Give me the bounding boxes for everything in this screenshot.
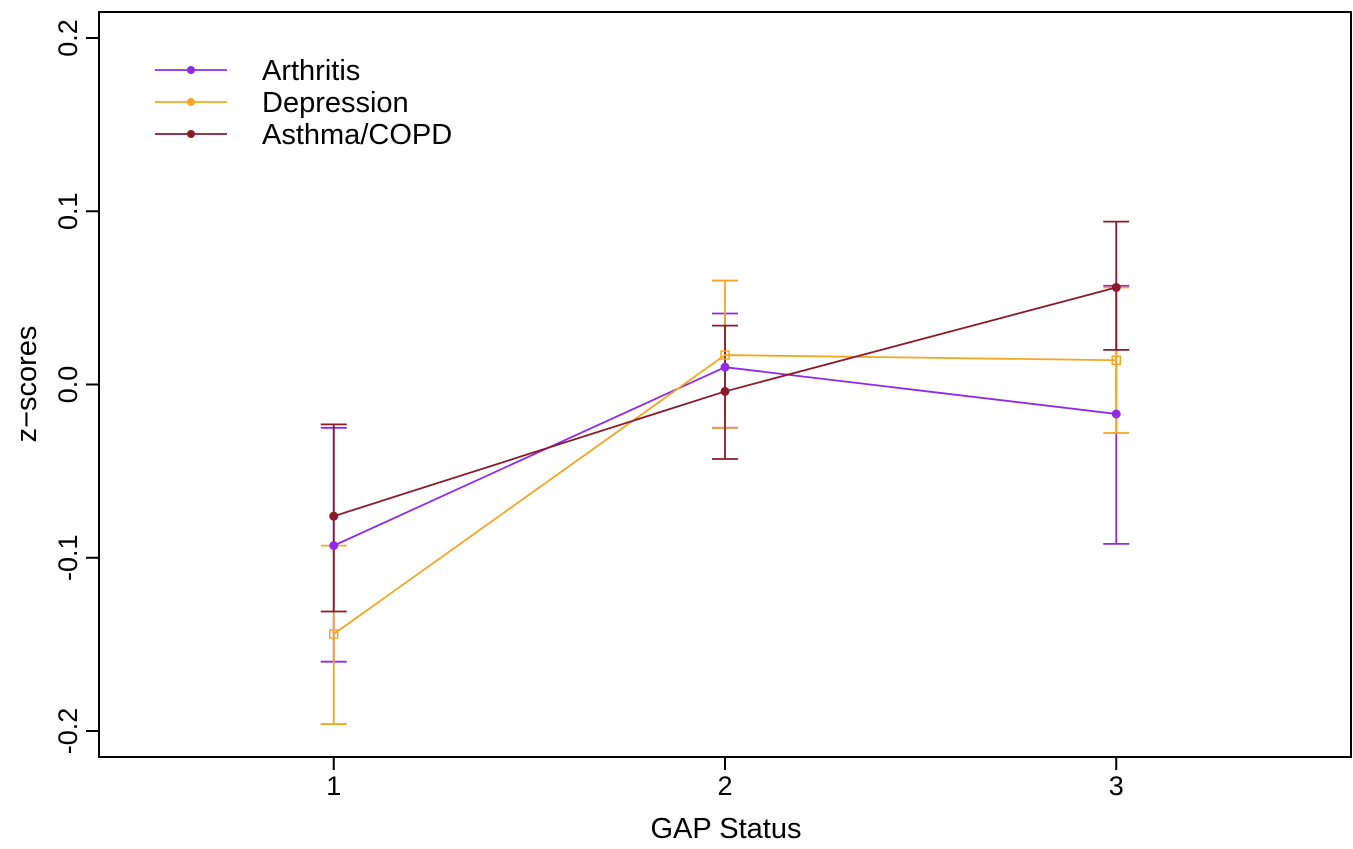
x-tick-label: 1 — [326, 771, 341, 801]
y-tick-label: 0.1 — [53, 192, 83, 230]
y-axis-title: z−scores — [11, 326, 43, 443]
legend-marker — [187, 66, 195, 74]
legend-label: Asthma/COPD — [262, 119, 452, 151]
data-point — [329, 511, 339, 521]
data-point — [329, 541, 339, 551]
legend-marker — [187, 130, 195, 138]
legend-label: Arthritis — [262, 55, 360, 87]
data-point — [1111, 409, 1121, 419]
data-point — [329, 629, 339, 639]
y-tick-label: -0.1 — [53, 534, 83, 581]
x-axis-title: GAP Status — [651, 813, 802, 844]
y-axis: -0.2 -0.1 0.0 0.1 0.2 — [53, 19, 99, 754]
data-point — [1111, 282, 1121, 292]
series-markers — [329, 282, 1121, 639]
y-tick-label: -0.2 — [53, 708, 83, 755]
x-axis: 1 2 3 — [326, 757, 1124, 801]
x-tick-label: 3 — [1109, 771, 1124, 801]
series-line — [333, 354, 1117, 635]
data-point — [720, 362, 730, 372]
error-bars — [320, 220, 1130, 725]
data-point — [720, 386, 730, 396]
y-tick-label: 0.0 — [53, 366, 83, 404]
y-tick-label: 0.2 — [53, 19, 83, 57]
legend-label: Depression — [262, 87, 409, 119]
data-point — [720, 350, 730, 360]
x-tick-label: 2 — [717, 771, 732, 801]
data-point — [1111, 355, 1121, 365]
legend-marker — [187, 98, 195, 106]
